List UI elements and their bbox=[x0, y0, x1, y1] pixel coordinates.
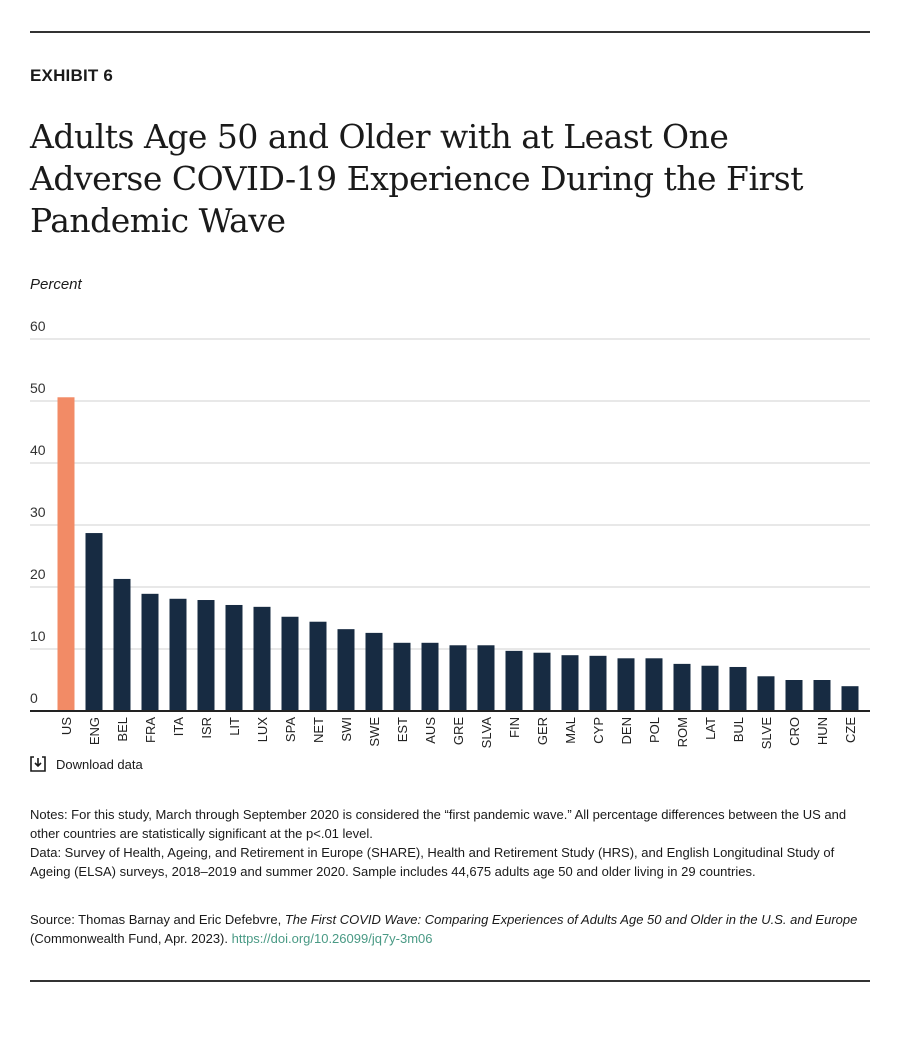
bar-slva bbox=[477, 645, 495, 711]
x-tick-label: US bbox=[59, 717, 74, 735]
x-tick-label: ITA bbox=[171, 717, 186, 737]
bar-cyp bbox=[589, 655, 607, 711]
bar-cze bbox=[841, 686, 859, 711]
x-tick-label: CZE bbox=[843, 717, 858, 743]
x-tick-label: ISR bbox=[199, 717, 214, 739]
y-tick-label: 0 bbox=[30, 690, 38, 706]
x-tick-label: FIN bbox=[507, 717, 522, 738]
bar-lux bbox=[253, 606, 271, 711]
bottom-rule bbox=[30, 980, 870, 982]
y-axis-label: Percent bbox=[30, 276, 82, 293]
bar-ger bbox=[533, 652, 551, 711]
x-tick-label: BUL bbox=[731, 717, 746, 742]
x-tick-label: SPA bbox=[283, 717, 298, 742]
bar-net bbox=[309, 621, 327, 711]
bar-fra bbox=[141, 593, 159, 711]
bar-rom bbox=[673, 663, 691, 711]
x-tick-label: POL bbox=[647, 717, 662, 743]
x-tick-label: MAL bbox=[563, 717, 578, 744]
source-suffix: (Commonwealth Fund, Apr. 2023). bbox=[30, 931, 232, 946]
bar-swi bbox=[337, 629, 355, 711]
download-label: Download data bbox=[56, 756, 143, 772]
source-prefix: Source: Thomas Barnay and Eric Defebvre, bbox=[30, 912, 285, 927]
x-tick-label: LUX bbox=[255, 717, 270, 743]
y-tick-label: 40 bbox=[30, 442, 46, 458]
top-rule bbox=[30, 31, 870, 33]
chart-title: Adults Age 50 and Older with at Least On… bbox=[30, 117, 803, 240]
download-data-button[interactable]: Download data bbox=[30, 756, 143, 772]
x-tick-label: CRO bbox=[787, 717, 802, 746]
bar-mal bbox=[561, 655, 579, 711]
download-icon bbox=[30, 756, 46, 772]
x-tick-label: AUS bbox=[423, 717, 438, 744]
x-tick-label: FRA bbox=[143, 717, 158, 743]
x-tick-label: HUN bbox=[815, 717, 830, 745]
x-tick-label: ROM bbox=[675, 717, 690, 747]
y-tick-label: 50 bbox=[30, 380, 46, 396]
bar-pol bbox=[645, 658, 663, 711]
bar-lat bbox=[701, 665, 719, 711]
bar-eng bbox=[85, 533, 103, 711]
x-tick-label: CYP bbox=[591, 717, 606, 744]
x-tick-label: DEN bbox=[619, 717, 634, 744]
bar-us bbox=[57, 397, 75, 711]
x-tick-label: ENG bbox=[87, 717, 102, 745]
x-tick-label: EST bbox=[395, 717, 410, 742]
y-tick-label: 60 bbox=[30, 320, 46, 334]
x-tick-label: NET bbox=[311, 717, 326, 743]
bar-est bbox=[393, 642, 411, 711]
bar-gre bbox=[449, 645, 467, 711]
y-tick-label: 10 bbox=[30, 628, 46, 644]
bar-den bbox=[617, 658, 635, 711]
notes: Notes: For this study, March through Sep… bbox=[30, 805, 870, 881]
exhibit-label: EXHIBIT 6 bbox=[30, 66, 114, 85]
bar-isr bbox=[197, 600, 215, 711]
bar-swe bbox=[365, 632, 383, 711]
notes-text: Notes: For this study, March through Sep… bbox=[30, 807, 847, 841]
y-tick-label: 30 bbox=[30, 504, 46, 520]
bar-hun bbox=[813, 680, 831, 711]
bar-slve bbox=[757, 676, 775, 711]
doi-link[interactable]: https://doi.org/10.26099/jq7y-3m06 bbox=[231, 931, 433, 946]
bar-chart: 0 10 20 30 40 50 60 US ENG BEL FRA ITA ISR LIT LUX SPA N… bbox=[30, 320, 870, 750]
x-tick-label: LIT bbox=[227, 717, 242, 736]
x-tick-label: SLVE bbox=[759, 717, 774, 750]
bar-cro bbox=[785, 680, 803, 711]
bar-aus bbox=[421, 642, 439, 711]
data-note: Data: Survey of Health, Ageing, and Reti… bbox=[30, 845, 835, 879]
x-tick-label: SWE bbox=[367, 717, 382, 747]
x-tick-label: SWI bbox=[339, 717, 354, 742]
x-tick-label: SLVA bbox=[479, 717, 494, 749]
bar-fin bbox=[505, 650, 523, 711]
bar-bel bbox=[113, 578, 131, 711]
bar-spa bbox=[281, 616, 299, 711]
bar-ita bbox=[169, 598, 187, 711]
x-tick-label: LAT bbox=[703, 717, 718, 740]
bar-lit bbox=[225, 604, 243, 711]
x-tick-label: GER bbox=[535, 717, 550, 745]
source: Source: Thomas Barnay and Eric Defebvre,… bbox=[30, 910, 870, 948]
x-tick-label: GRE bbox=[451, 717, 466, 746]
y-tick-label: 20 bbox=[30, 566, 46, 582]
bar-bul bbox=[729, 666, 747, 711]
x-tick-label: BEL bbox=[115, 717, 130, 742]
source-title: The First COVID Wave: Comparing Experien… bbox=[284, 912, 858, 927]
